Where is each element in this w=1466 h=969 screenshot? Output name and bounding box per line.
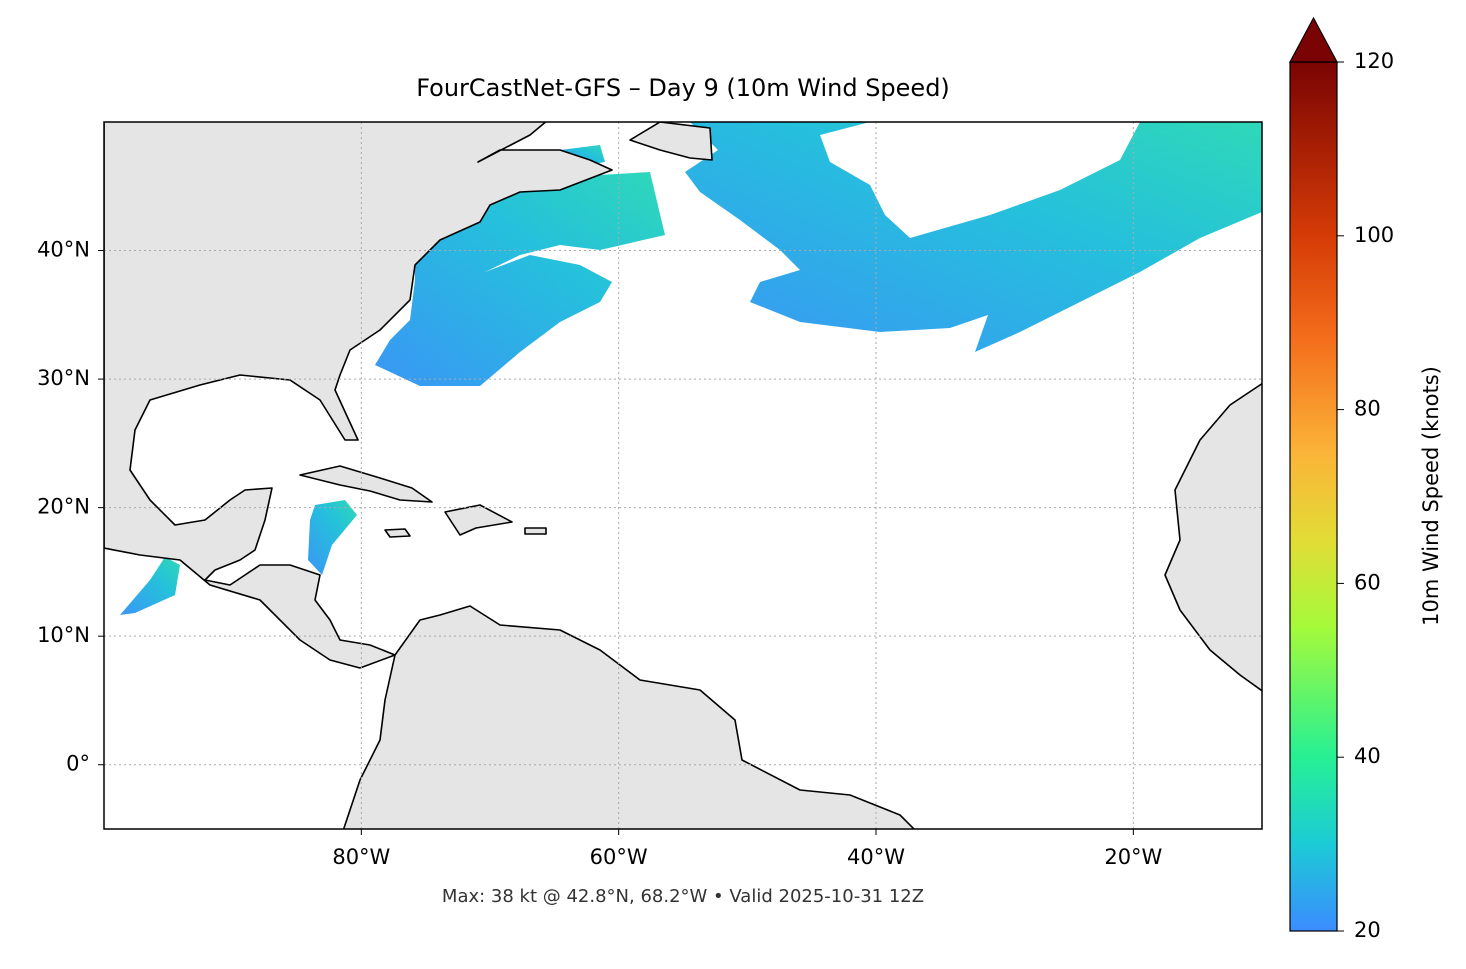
newfoundland [629,122,713,161]
lon-tick-label: 60°W [590,845,648,869]
colorbar [1290,62,1337,931]
colorbar-tick-label: 120 [1354,49,1394,73]
puerto-rico [524,527,547,535]
cuba [299,465,433,503]
lat-tick-label: 0° [66,752,90,776]
lon-tick-label: 40°W [847,845,905,869]
lat-tick-label: 10°N [37,623,90,647]
colorbar-tick-label: 80 [1354,397,1381,421]
footnote: Max: 38 kt @ 42.8°N, 68.2°W • Valid 2025… [442,886,924,907]
south-america [342,605,916,829]
map-area [104,122,1262,829]
africa [1164,382,1262,692]
map-title: FourCastNet-GFS – Day 9 (10m Wind Speed) [416,74,950,102]
north-america [104,122,613,669]
colorbar-label: 10m Wind Speed (knots) [1419,366,1443,626]
colorbar-tick-label: 100 [1354,223,1394,247]
colorbar-tick-label: 20 [1354,918,1381,942]
lon-tick-label: 80°W [332,845,390,869]
lon-tick-label: 20°W [1104,845,1162,869]
colorbar-tick-label: 40 [1354,744,1381,768]
jamaica [384,528,411,538]
colorbar-extend [1288,16,1339,63]
grid [104,122,1262,829]
lat-tick-label: 20°N [37,495,90,519]
calm-area [820,122,1140,238]
map-frame [103,121,1263,830]
wind-area [308,500,357,575]
wind-area [685,122,1262,352]
lat-tick-label: 40°N [37,238,90,262]
lat-tick-label: 30°N [37,366,90,390]
wind-area [120,557,180,615]
hispaniola [444,504,513,536]
colorbar-tick-label: 60 [1354,570,1381,594]
colorbar-frame [1289,61,1338,932]
